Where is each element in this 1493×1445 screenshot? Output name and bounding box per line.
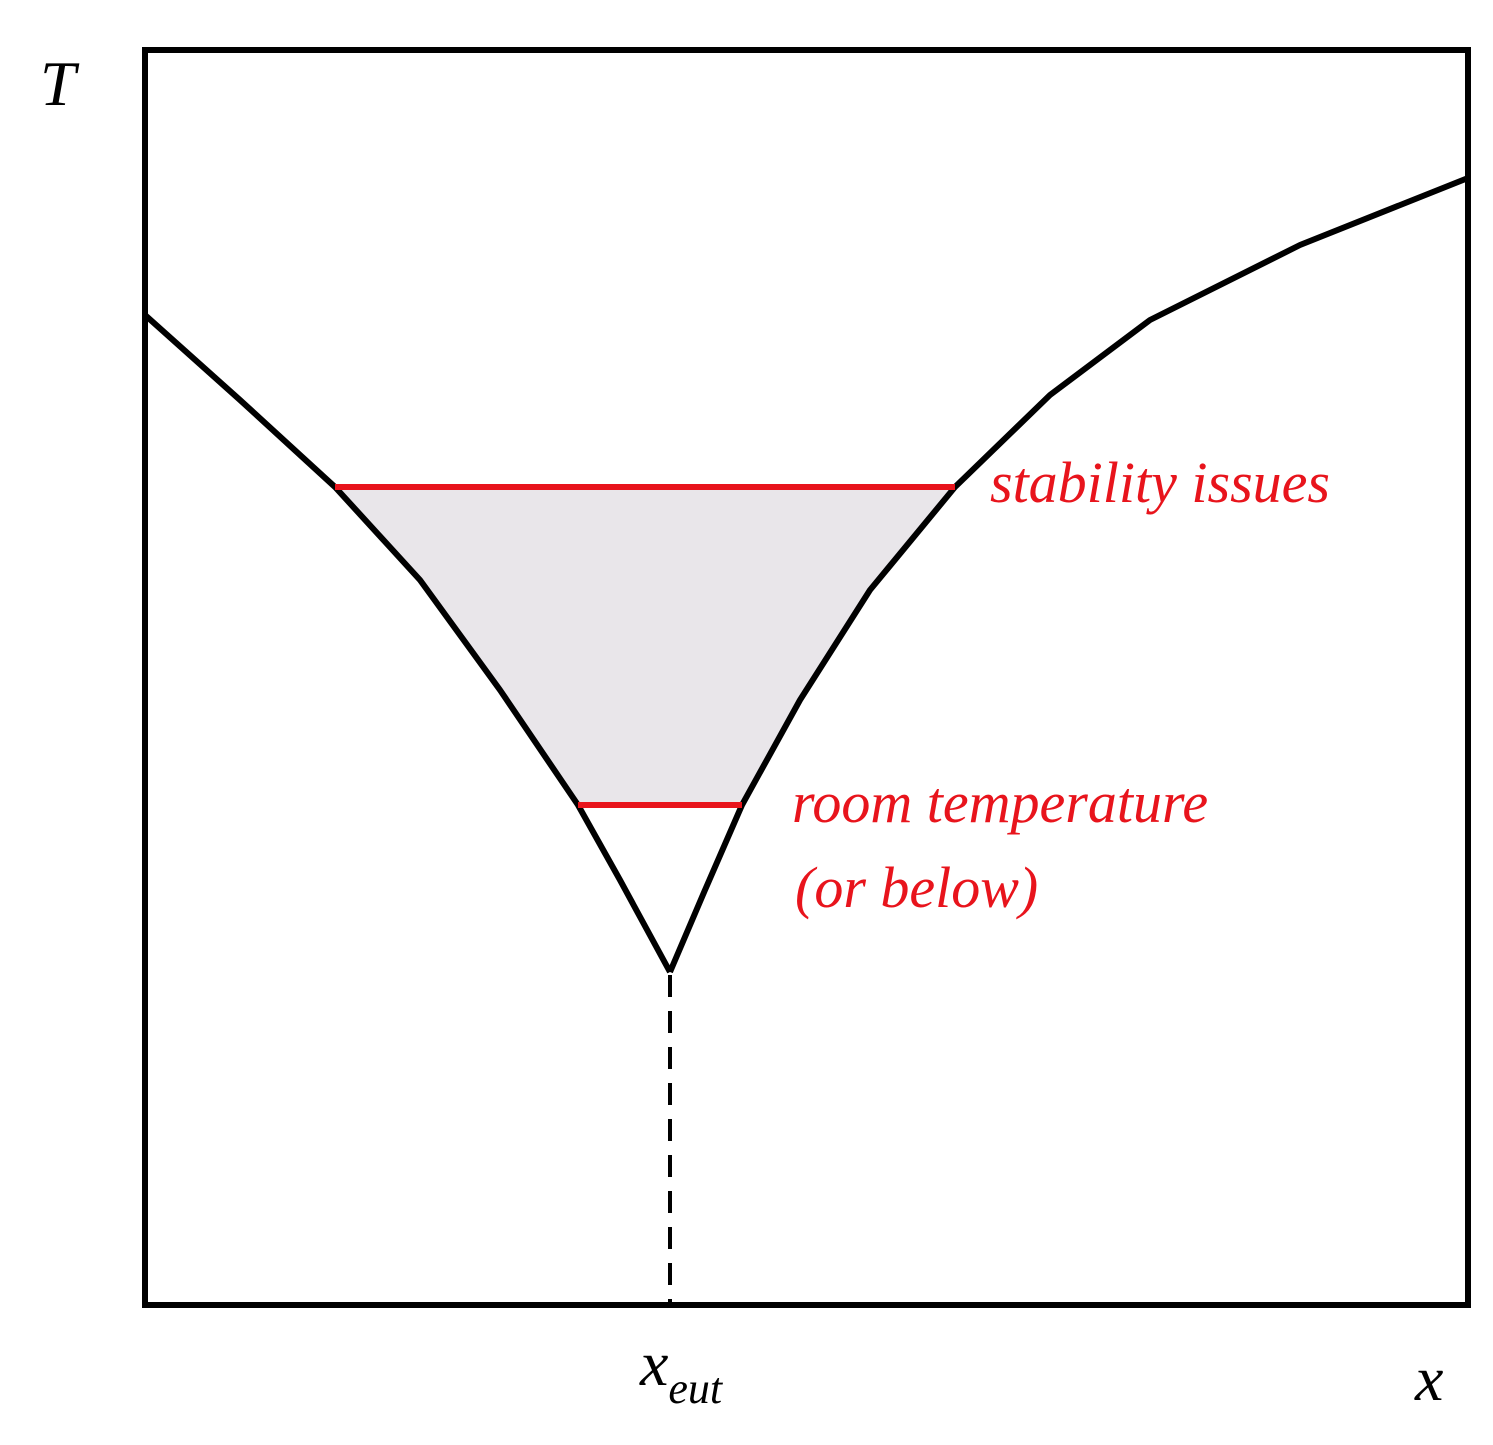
right-liquidus xyxy=(667,175,1470,974)
eutectic-symbol: x xyxy=(639,1328,668,1399)
frame xyxy=(142,47,1471,1308)
left-liquidus xyxy=(142,312,673,974)
annotation: (or below) xyxy=(795,855,1038,920)
eutectic-label: xeut xyxy=(639,1328,724,1413)
eutectic-subscript: eut xyxy=(668,1364,724,1413)
y-axis-label: T xyxy=(40,48,80,119)
x-axis-label: x xyxy=(1414,1343,1443,1414)
annotation: room temperature xyxy=(792,770,1208,835)
shaded-region xyxy=(335,487,955,805)
annotation: stability issues xyxy=(990,450,1330,515)
